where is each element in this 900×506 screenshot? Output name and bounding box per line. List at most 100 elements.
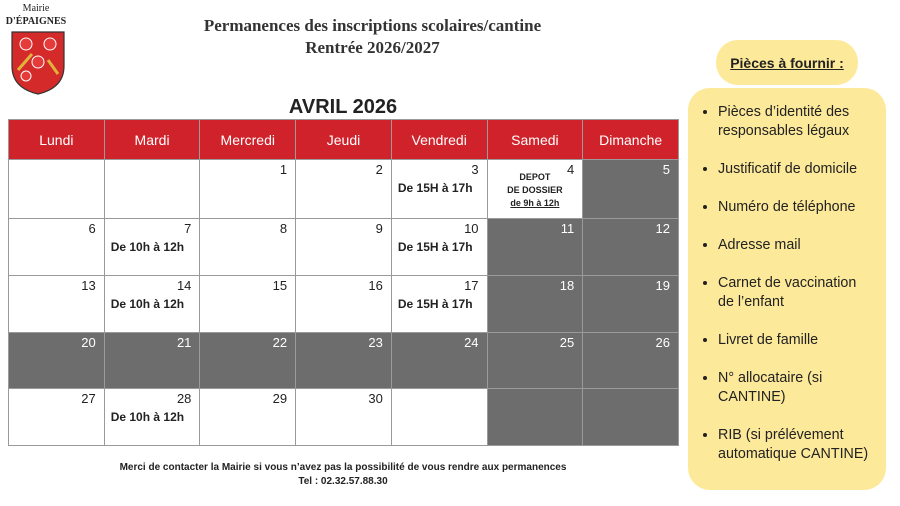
day-cell: 7 De 10h à 12h xyxy=(103,218,201,276)
day-number: 23 xyxy=(368,335,383,350)
day-number: 28 xyxy=(176,391,192,406)
day-number: 11 xyxy=(560,221,575,236)
title: Permanences des inscriptions scolaires/c… xyxy=(203,16,542,35)
day-number: 17 xyxy=(464,278,479,293)
day-cell: 11 xyxy=(486,218,584,276)
day-number: 1 xyxy=(279,162,288,177)
day-cell: 30 xyxy=(295,388,392,446)
day-number: 3 xyxy=(471,162,479,177)
day-number: 20 xyxy=(81,335,96,350)
day-cell: 21 xyxy=(103,332,201,389)
documents-list: Pièces d’identité des responsables légau… xyxy=(696,103,874,464)
day-cell: 4 DEPOT DE DOSSIER de 9h à 12h xyxy=(486,159,584,219)
day-number: 18 xyxy=(559,278,575,293)
day-cell: 19 xyxy=(582,275,679,333)
logo-line2: D'ÉPAIGNES xyxy=(5,16,67,27)
footer-line2: Tel : 02.32.57.88.30 xyxy=(298,476,388,487)
month: AVRIL 2026 xyxy=(288,96,398,118)
day-number: 12 xyxy=(655,221,670,236)
note-line: DE DOSSIER xyxy=(507,185,563,195)
calendar: Lundi Mardi Mercredi Jeudi Vendredi Samedi Dim… xyxy=(0,0,679,446)
document-item: Pièces d’identité des responsables légau… xyxy=(718,103,874,141)
day-cell: 3 De 15H à 17h xyxy=(390,159,488,219)
weekday-header: Lundi xyxy=(8,119,105,160)
logo: Mairie D'ÉPAIGNES xyxy=(0,0,72,100)
note: De 10h à 12h xyxy=(110,410,185,424)
day-number: 13 xyxy=(81,278,96,293)
weekday-header: Mercredi xyxy=(199,119,297,160)
day-number: 7 xyxy=(184,221,192,236)
day-number: 8 xyxy=(279,221,288,236)
day-number: 5 xyxy=(662,162,670,177)
day-number: 27 xyxy=(81,391,96,406)
document-item: Justificatif de domicile xyxy=(718,160,874,179)
day-cell: 9 xyxy=(295,218,392,276)
day-cell: 24 xyxy=(390,332,488,389)
day-cell: 1 xyxy=(199,159,297,219)
day-cell: 26 xyxy=(582,332,679,389)
weekday-header: Mardi xyxy=(103,119,201,160)
day-cell xyxy=(390,388,488,446)
day-cell xyxy=(103,159,201,219)
note: De 15H à 17h xyxy=(397,181,473,195)
document-item: Numéro de téléphone xyxy=(718,198,874,217)
day-number: 16 xyxy=(368,278,383,293)
note: De 10h à 12h xyxy=(110,297,185,311)
day-cell: 15 xyxy=(199,275,297,333)
day-number: 6 xyxy=(88,221,96,236)
day-cell: 8 xyxy=(199,218,297,276)
day-number: 4 xyxy=(567,162,575,177)
day-cell: 2 xyxy=(295,159,392,219)
day-cell: 23 xyxy=(295,332,392,389)
day-cell: 6 xyxy=(8,218,105,276)
day-cell: 12 xyxy=(582,218,679,276)
document-item: Adresse mail xyxy=(718,236,874,255)
note: DEPOT DE DOSSIER de 9h à 12h xyxy=(488,171,583,210)
note: De 10h à 12h xyxy=(110,240,185,254)
logo-line1: Mairie xyxy=(22,3,50,14)
day-cell xyxy=(486,388,584,446)
day-number: 21 xyxy=(176,335,192,350)
note-line: de 9h à 12h xyxy=(510,198,560,208)
day-cell: 18 xyxy=(486,275,584,333)
day-cell: 20 xyxy=(8,332,105,389)
day-cell: 28 De 10h à 12h xyxy=(103,388,201,446)
day-cell: 10 De 15H à 17h xyxy=(390,218,488,276)
day-cell: 17 De 15H à 17h xyxy=(390,275,488,333)
logo-shield xyxy=(11,31,65,95)
day-number: 19 xyxy=(655,278,670,293)
day-number: 24 xyxy=(464,335,479,350)
document-item: Livret de famille xyxy=(718,331,874,350)
day-number: 10 xyxy=(464,221,479,236)
day-cell: 16 xyxy=(295,275,392,333)
note: De 15H à 17h xyxy=(397,240,473,254)
note-line: DEPOT xyxy=(519,172,551,182)
document-item: Carnet de vaccination de l’enfant xyxy=(718,274,874,312)
day-number: 26 xyxy=(655,335,670,350)
weekday-header: Vendredi xyxy=(390,119,488,160)
documents-panel: Pièces d’identité des responsables légau… xyxy=(688,88,886,490)
day-cell: 27 xyxy=(8,388,105,446)
day-cell: 22 xyxy=(199,332,297,389)
day-cell: 25 xyxy=(486,332,584,389)
weekday-header: Dimanche xyxy=(582,119,679,160)
day-number: 22 xyxy=(272,335,288,350)
day-number: 29 xyxy=(272,391,288,406)
day-cell xyxy=(582,388,679,446)
document-item: RIB (si prélévement automatique CANTINE) xyxy=(718,426,874,464)
day-number: 15 xyxy=(272,278,288,293)
day-cell: 13 xyxy=(8,275,105,333)
weekday-header: Samedi xyxy=(486,119,584,160)
documents-title: Pièces à fournir : xyxy=(716,40,858,85)
footer-line1: Merci de contacter la Mairie si vous n’a… xyxy=(119,462,567,473)
day-cell: 29 xyxy=(199,388,297,446)
closure-banner: FERMETURE MAIRIE xyxy=(139,0,340,22)
note: De 15H à 17h xyxy=(397,297,473,311)
day-cell: 14 De 10h à 12h xyxy=(103,275,201,333)
day-number: 9 xyxy=(375,221,383,236)
day-number: 25 xyxy=(559,335,575,350)
day-number: 2 xyxy=(375,162,383,177)
subtitle: Rentrée 2026/2027 xyxy=(305,38,440,57)
day-cell: 5 xyxy=(582,159,679,219)
